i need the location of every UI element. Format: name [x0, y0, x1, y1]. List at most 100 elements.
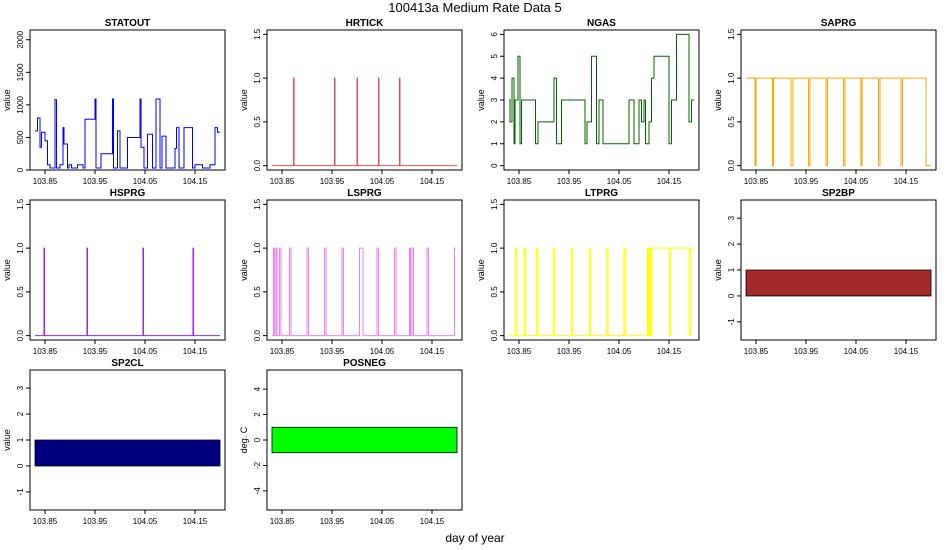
series-line [509, 247, 694, 337]
panel-hsprg: HSPRG 103.85 103.95 104.05 104.15 0.0 0.5 1.0 1.… [2, 188, 226, 356]
x-tick-label: 104.05 [370, 177, 395, 186]
panel-lsprg: LSPRG 103.85 103.95 104.05 104.15 0.0 0.5 1.0 1.… [239, 188, 463, 356]
x-tick-label: 103.85 [270, 347, 295, 356]
y-tick-label: 1 [727, 267, 736, 272]
x-tick-label: 103.85 [744, 177, 769, 186]
x-tick-label: 103.85 [744, 347, 769, 356]
x-tick-label: 104.15 [183, 347, 208, 356]
y-tick-label: 2 [727, 241, 736, 246]
x-tick-label: 104.05 [133, 517, 158, 526]
y-axis-label: value [476, 89, 486, 111]
x-tick-label: 104.15 [657, 177, 682, 186]
y-tick-label: 1.0 [253, 242, 262, 254]
y-tick-label: 2 [16, 411, 25, 416]
x-tick-label: 103.95 [557, 347, 582, 356]
y-tick-label: -1 [727, 318, 736, 326]
x-tick-label: 104.05 [607, 347, 632, 356]
y-axis-label: value [2, 429, 12, 451]
y-tick-label: 1.5 [253, 28, 262, 40]
y-tick-label: 2 [490, 119, 499, 124]
x-tick-label: 104.15 [894, 347, 919, 356]
x-tick-label: 104.05 [133, 177, 158, 186]
y-tick-label: 0.5 [16, 286, 25, 298]
series-line [35, 98, 220, 169]
y-tick-label: 4 [253, 386, 262, 391]
x-tick-label: 103.95 [794, 347, 819, 356]
x-tick-label: 104.15 [894, 177, 919, 186]
y-axis-label: value [2, 89, 12, 111]
x-tick-label: 103.95 [83, 347, 108, 356]
y-tick-label: 1 [490, 141, 499, 146]
panel-statout: STATOUT 103.85 103.95 104.05 104.15 0 500 1000 1… [2, 18, 226, 186]
panel-title: NGAS [587, 18, 616, 29]
plot-frame [29, 29, 226, 171]
y-tick-label: 1.5 [490, 198, 499, 210]
y-tick-label: 0.0 [490, 330, 499, 342]
y-tick-label: 2 [253, 412, 262, 417]
series-line [272, 247, 456, 337]
y-axis-label: value [2, 259, 12, 281]
panel-ngas: NGAS 103.85 103.95 104.05 104.15 0 1 2 3 4 5 6 value [476, 18, 700, 186]
y-tick-label: 2000 [16, 30, 25, 48]
x-tick-label: 104.05 [370, 517, 395, 526]
x-tick-label: 103.95 [557, 177, 582, 186]
panel-title: HSPRG [110, 188, 146, 199]
figure-xlabel: day of year [445, 531, 504, 545]
y-tick-label: 0.5 [253, 286, 262, 298]
series-line [746, 77, 931, 167]
y-tick-label: 1.0 [727, 72, 736, 84]
panel-title: LTPRG [585, 188, 618, 199]
y-tick-label: 0.0 [253, 330, 262, 342]
series-band [745, 269, 932, 297]
panel-title: SAPRG [821, 18, 857, 29]
x-tick-label: 103.85 [507, 177, 532, 186]
x-tick-label: 104.05 [844, 347, 869, 356]
x-tick-label: 103.85 [270, 177, 295, 186]
panel-saprg: SAPRG 103.85 103.95 104.05 104.15 0.0 0.5 1.0 1.… [713, 18, 937, 186]
x-tick-label: 103.95 [320, 347, 345, 356]
y-tick-label: 1.0 [253, 72, 262, 84]
y-tick-label: 1.5 [253, 198, 262, 210]
series-line [272, 77, 457, 167]
y-tick-label: 500 [16, 130, 25, 144]
x-tick-label: 104.05 [370, 347, 395, 356]
x-tick-label: 104.15 [420, 177, 445, 186]
x-tick-label: 104.15 [183, 177, 208, 186]
plot-frame [740, 29, 937, 171]
figure-title: 100413a Medium Rate Data 5 [388, 0, 561, 15]
y-tick-label: 4 [490, 75, 499, 80]
y-tick-label: 1500 [16, 63, 25, 81]
x-tick-label: 104.15 [657, 347, 682, 356]
x-tick-label: 104.05 [844, 177, 869, 186]
panel-sp2bp: SP2BP 103.85 103.95 104.05 104.15 -1 0 1 2 3 value [713, 188, 937, 356]
x-tick-label: 103.85 [33, 517, 58, 526]
plot-frame [503, 199, 700, 341]
panel-title: STATOUT [105, 18, 151, 29]
x-tick-label: 103.95 [83, 177, 108, 186]
y-axis-label: value [713, 89, 723, 111]
panel-title: SP2CL [111, 358, 143, 369]
series-band [34, 439, 221, 467]
y-tick-label: 5 [490, 53, 499, 58]
y-tick-label: 3 [727, 215, 736, 220]
series-line [35, 247, 220, 337]
x-tick-label: 104.15 [183, 517, 208, 526]
y-tick-label: 1.5 [727, 28, 736, 40]
y-tick-label: -2 [253, 461, 262, 469]
x-tick-label: 104.05 [133, 347, 158, 356]
y-axis-label: value [239, 259, 249, 281]
panel-hrtick: HRTICK 103.85 103.95 104.05 104.15 0.0 0.5 1.0 1… [239, 18, 463, 186]
y-tick-label: 0.5 [727, 116, 736, 128]
series-band [271, 426, 458, 454]
y-tick-label: 1.5 [16, 198, 25, 210]
panel-title: HRTICK [346, 18, 385, 29]
y-tick-label: 0.0 [727, 160, 736, 172]
panel-ltprg: LTPRG 103.85 103.95 104.05 104.15 0.0 0.5 1.0 1.… [476, 188, 700, 356]
y-tick-label: 0 [16, 463, 25, 468]
y-tick-label: 0.5 [253, 116, 262, 128]
y-axis-label: value [476, 259, 486, 281]
plot-frame [29, 199, 226, 341]
y-tick-label: 0 [253, 437, 262, 442]
x-tick-label: 103.85 [270, 517, 295, 526]
